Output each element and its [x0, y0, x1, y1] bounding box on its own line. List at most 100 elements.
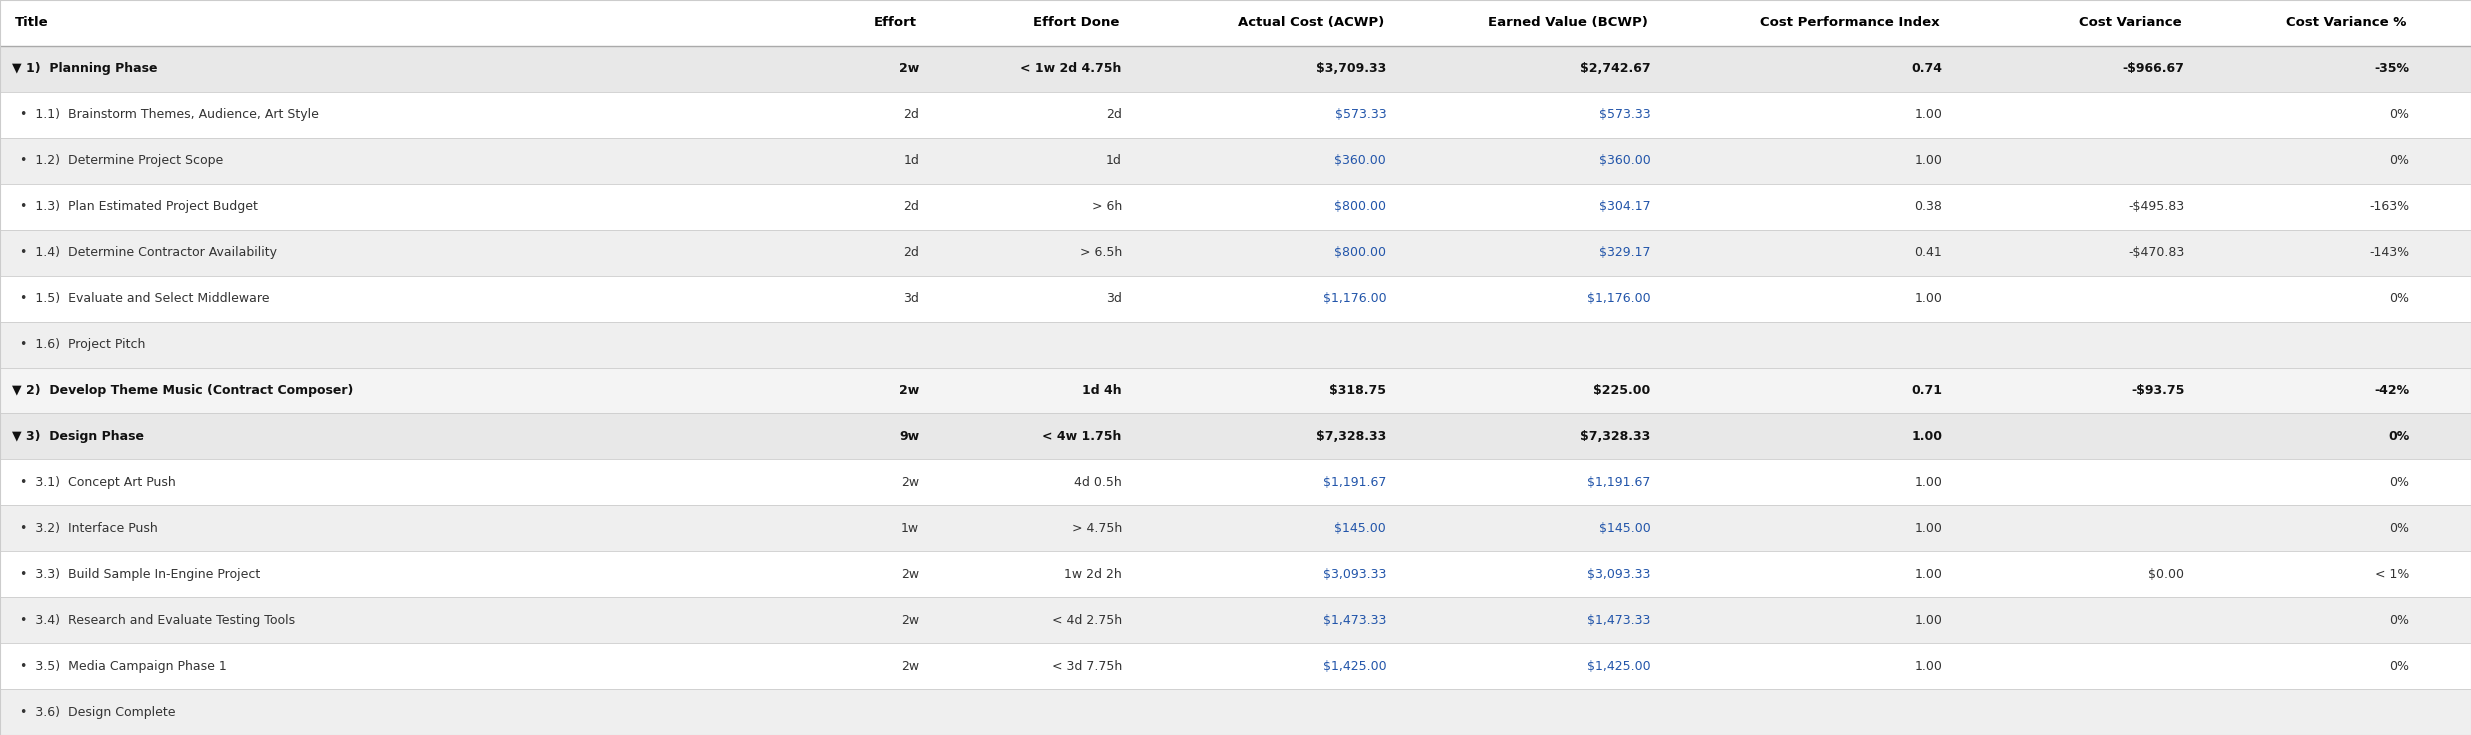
Bar	[778, 643, 932, 689]
Bar	[0, 46, 778, 92]
Text: $1,191.67: $1,191.67	[1322, 476, 1386, 489]
Bar	[1399, 276, 1663, 322]
Text: -35%: -35%	[2375, 62, 2409, 76]
Bar	[2197, 551, 2422, 597]
Bar	[1399, 0, 1663, 46]
Bar	[778, 92, 932, 138]
Bar	[0, 413, 2471, 459]
Text: 2w: 2w	[902, 567, 919, 581]
Text: $573.33: $573.33	[1599, 108, 1651, 121]
Bar	[1955, 229, 2197, 276]
Bar	[2197, 459, 2422, 506]
Text: 1d: 1d	[1107, 154, 1122, 168]
Bar	[0, 643, 2471, 689]
Bar	[0, 229, 778, 276]
Bar	[1663, 322, 1955, 368]
Text: 0%: 0%	[2389, 614, 2409, 627]
Text: 9w: 9w	[899, 430, 919, 443]
Bar	[1134, 276, 1399, 322]
Bar	[0, 276, 2471, 322]
Bar	[1955, 459, 2197, 506]
Bar	[1134, 413, 1399, 459]
Bar	[2197, 689, 2422, 735]
Text: •  1.2)  Determine Project Scope: • 1.2) Determine Project Scope	[12, 154, 222, 168]
Bar	[2197, 506, 2422, 551]
Bar	[1955, 322, 2197, 368]
Text: Effort: Effort	[875, 16, 917, 29]
Bar	[1399, 413, 1663, 459]
Bar	[932, 92, 1134, 138]
Text: $304.17: $304.17	[1599, 200, 1651, 213]
Bar	[932, 138, 1134, 184]
Bar	[2197, 184, 2422, 229]
Bar	[2197, 46, 2422, 92]
Text: 1d 4h: 1d 4h	[1082, 384, 1122, 397]
Bar	[1663, 46, 1955, 92]
Bar	[932, 459, 1134, 506]
Bar	[1663, 643, 1955, 689]
Text: $1,473.33: $1,473.33	[1322, 614, 1386, 627]
Text: $329.17: $329.17	[1599, 246, 1651, 259]
Text: •  1.3)  Plan Estimated Project Budget: • 1.3) Plan Estimated Project Budget	[12, 200, 259, 213]
Bar	[0, 689, 2471, 735]
Text: •  1.5)  Evaluate and Select Middleware: • 1.5) Evaluate and Select Middleware	[12, 292, 269, 305]
Bar	[932, 413, 1134, 459]
Bar	[1663, 276, 1955, 322]
Text: 1w: 1w	[902, 522, 919, 535]
Bar	[0, 138, 778, 184]
Text: ▼ 3)  Design Phase: ▼ 3) Design Phase	[12, 430, 143, 443]
Text: $145.00: $145.00	[1334, 522, 1386, 535]
Bar	[1399, 368, 1663, 413]
Text: 4d 0.5h: 4d 0.5h	[1075, 476, 1122, 489]
Text: $800.00: $800.00	[1334, 200, 1386, 213]
Text: $1,425.00: $1,425.00	[1322, 659, 1386, 673]
Bar	[0, 184, 778, 229]
Bar	[1663, 413, 1955, 459]
Text: 2d: 2d	[904, 108, 919, 121]
Text: -42%: -42%	[2375, 384, 2409, 397]
Text: 1.00: 1.00	[1910, 430, 1942, 443]
Text: -163%: -163%	[2370, 200, 2409, 213]
Bar	[932, 46, 1134, 92]
Text: •  3.6)  Design Complete: • 3.6) Design Complete	[12, 706, 175, 719]
Bar	[1399, 506, 1663, 551]
Bar	[932, 276, 1134, 322]
Bar	[0, 506, 2471, 551]
Text: •  3.4)  Research and Evaluate Testing Tools: • 3.4) Research and Evaluate Testing Too…	[12, 614, 297, 627]
Bar	[778, 0, 932, 46]
Bar	[1955, 597, 2197, 643]
Bar	[1663, 506, 1955, 551]
Text: $145.00: $145.00	[1599, 522, 1651, 535]
Text: $7,328.33: $7,328.33	[1581, 430, 1651, 443]
Text: 2w: 2w	[899, 62, 919, 76]
Bar	[1955, 46, 2197, 92]
Bar	[1663, 551, 1955, 597]
Bar	[1134, 184, 1399, 229]
Bar	[1134, 322, 1399, 368]
Bar	[932, 551, 1134, 597]
Text: 1.00: 1.00	[1915, 567, 1942, 581]
Bar	[778, 506, 932, 551]
Bar	[1663, 597, 1955, 643]
Bar	[2197, 276, 2422, 322]
Text: ▼ 1)  Planning Phase: ▼ 1) Planning Phase	[12, 62, 158, 76]
Text: $7,328.33: $7,328.33	[1317, 430, 1386, 443]
Bar	[1955, 368, 2197, 413]
Bar	[1955, 276, 2197, 322]
Text: $3,093.33: $3,093.33	[1586, 567, 1651, 581]
Text: $1,425.00: $1,425.00	[1586, 659, 1651, 673]
Bar	[0, 459, 2471, 506]
Bar	[2197, 138, 2422, 184]
Bar	[1399, 597, 1663, 643]
Text: 0%: 0%	[2389, 522, 2409, 535]
Bar	[932, 184, 1134, 229]
Bar	[1399, 184, 1663, 229]
Bar	[778, 46, 932, 92]
Bar	[2197, 92, 2422, 138]
Bar	[1399, 46, 1663, 92]
Bar	[2197, 597, 2422, 643]
Bar	[0, 92, 2471, 138]
Bar	[932, 0, 1134, 46]
Text: •  3.5)  Media Campaign Phase 1: • 3.5) Media Campaign Phase 1	[12, 659, 227, 673]
Bar	[1134, 138, 1399, 184]
